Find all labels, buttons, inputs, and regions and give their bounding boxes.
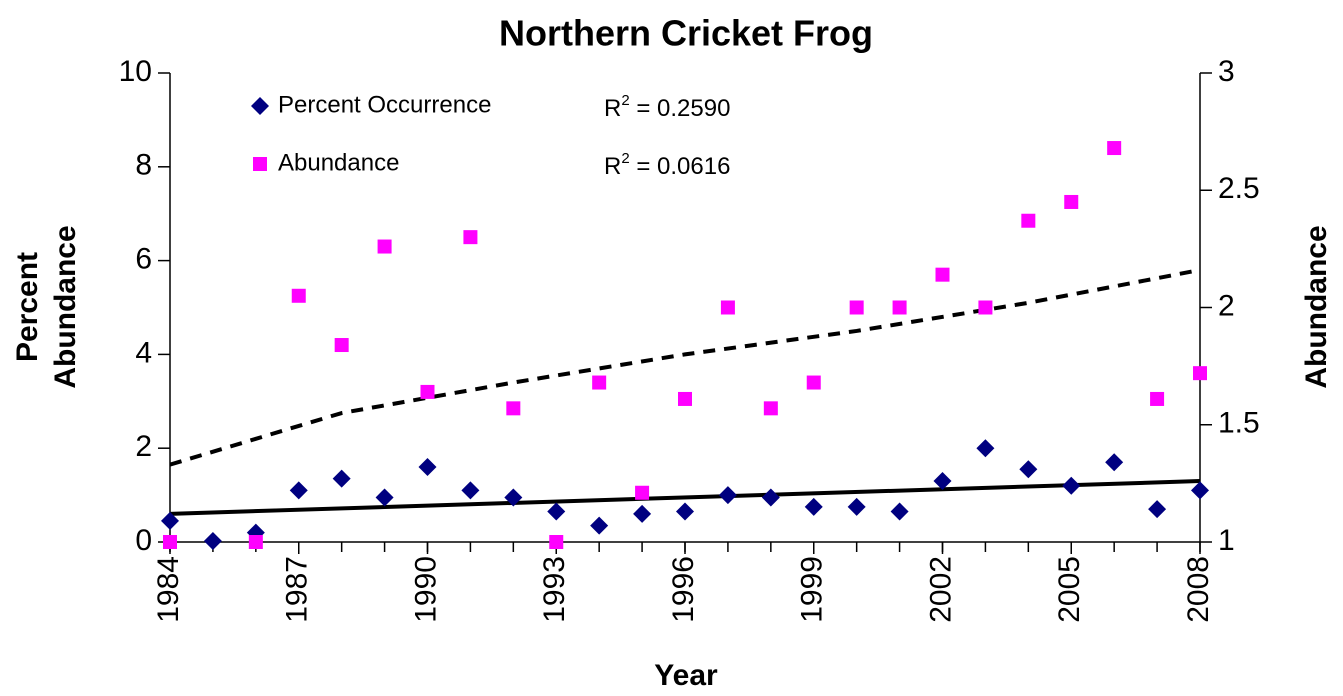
point	[375, 488, 394, 507]
y2-tick-label: 2	[1218, 289, 1235, 322]
point	[506, 401, 521, 416]
point	[678, 391, 692, 406]
y-tick-label: 8	[135, 149, 152, 182]
legend-marker	[251, 97, 269, 115]
point	[849, 300, 864, 315]
y-tick-label: 4	[135, 336, 152, 369]
point	[291, 288, 306, 303]
trend-line	[169, 479, 1201, 516]
point	[592, 375, 607, 390]
legend-label: Percent Occurrence	[278, 91, 491, 118]
point	[1062, 476, 1081, 495]
y2-axis-label: Abundance	[1300, 225, 1333, 388]
point	[635, 485, 650, 500]
point	[289, 481, 308, 500]
x-tick-label: 1990	[409, 556, 442, 623]
y2-tick-label: 2.5	[1218, 172, 1260, 205]
r2-text: = 0.2590	[630, 95, 731, 122]
point	[1107, 141, 1122, 156]
point	[504, 488, 523, 507]
point	[163, 535, 177, 549]
y2-tick-label: 1	[1218, 524, 1235, 557]
point	[1193, 366, 1207, 381]
legend-marker	[253, 157, 267, 171]
point	[847, 497, 866, 516]
r2-label: R2 = 0.0616	[604, 150, 730, 180]
point	[933, 472, 952, 491]
point	[549, 535, 564, 549]
y-axis-label: Percent Abundance	[11, 225, 82, 388]
point	[334, 338, 349, 353]
r2-sup: 2	[621, 92, 629, 109]
x-tick-label: 1984	[152, 556, 185, 623]
point	[203, 532, 222, 551]
y-tick-label: 6	[135, 243, 152, 276]
y2-tick-label: 3	[1218, 55, 1235, 88]
y2-tick-label: 1.5	[1218, 407, 1260, 440]
point	[463, 230, 478, 245]
point	[804, 497, 823, 516]
point	[806, 375, 821, 390]
point	[676, 502, 694, 521]
y-axis-label-line: Percent	[11, 252, 44, 362]
point	[1148, 500, 1167, 519]
point	[718, 486, 737, 505]
point	[248, 535, 263, 549]
point	[978, 300, 993, 315]
r2-sup: 2	[621, 150, 629, 167]
x-tick-label: 1987	[281, 556, 314, 623]
x-axis-label: Year	[654, 659, 718, 692]
point	[1191, 481, 1209, 500]
legend-label: Abundance	[278, 149, 399, 176]
y-tick-label: 0	[135, 524, 152, 557]
point	[420, 384, 435, 399]
x-tick-label: 2008	[1182, 556, 1215, 623]
point	[332, 469, 351, 488]
point	[590, 516, 609, 535]
x-tick-label: 1993	[538, 556, 571, 623]
r2-label: R2 = 0.2590	[604, 92, 730, 122]
point	[461, 481, 480, 500]
point	[892, 300, 907, 315]
y-axis-label-line: Abundance	[49, 225, 82, 388]
point	[1105, 453, 1124, 472]
x-tick-label: 1999	[796, 556, 829, 623]
trend-line	[169, 268, 1201, 467]
point	[890, 502, 909, 521]
r2-text: = 0.0616	[630, 153, 731, 180]
chart-title: Northern Cricket Frog	[499, 13, 873, 54]
point	[418, 457, 437, 476]
y-tick-label: 2	[135, 430, 152, 463]
x-tick-label: 1996	[667, 556, 700, 623]
point	[763, 401, 778, 416]
point	[935, 267, 950, 282]
point	[1064, 194, 1079, 209]
r2-prefix: R	[604, 95, 621, 122]
point	[161, 511, 179, 530]
point	[1019, 460, 1038, 479]
point	[1021, 213, 1036, 228]
point	[633, 504, 652, 523]
point	[1150, 391, 1165, 406]
point	[976, 439, 995, 458]
y-tick-label: 10	[119, 55, 152, 88]
r2-prefix: R	[604, 153, 621, 180]
point	[377, 239, 392, 254]
point	[547, 502, 566, 521]
x-tick-label: 2005	[1053, 556, 1086, 623]
point	[720, 300, 735, 315]
x-tick-label: 2002	[924, 556, 957, 623]
point	[761, 488, 780, 507]
